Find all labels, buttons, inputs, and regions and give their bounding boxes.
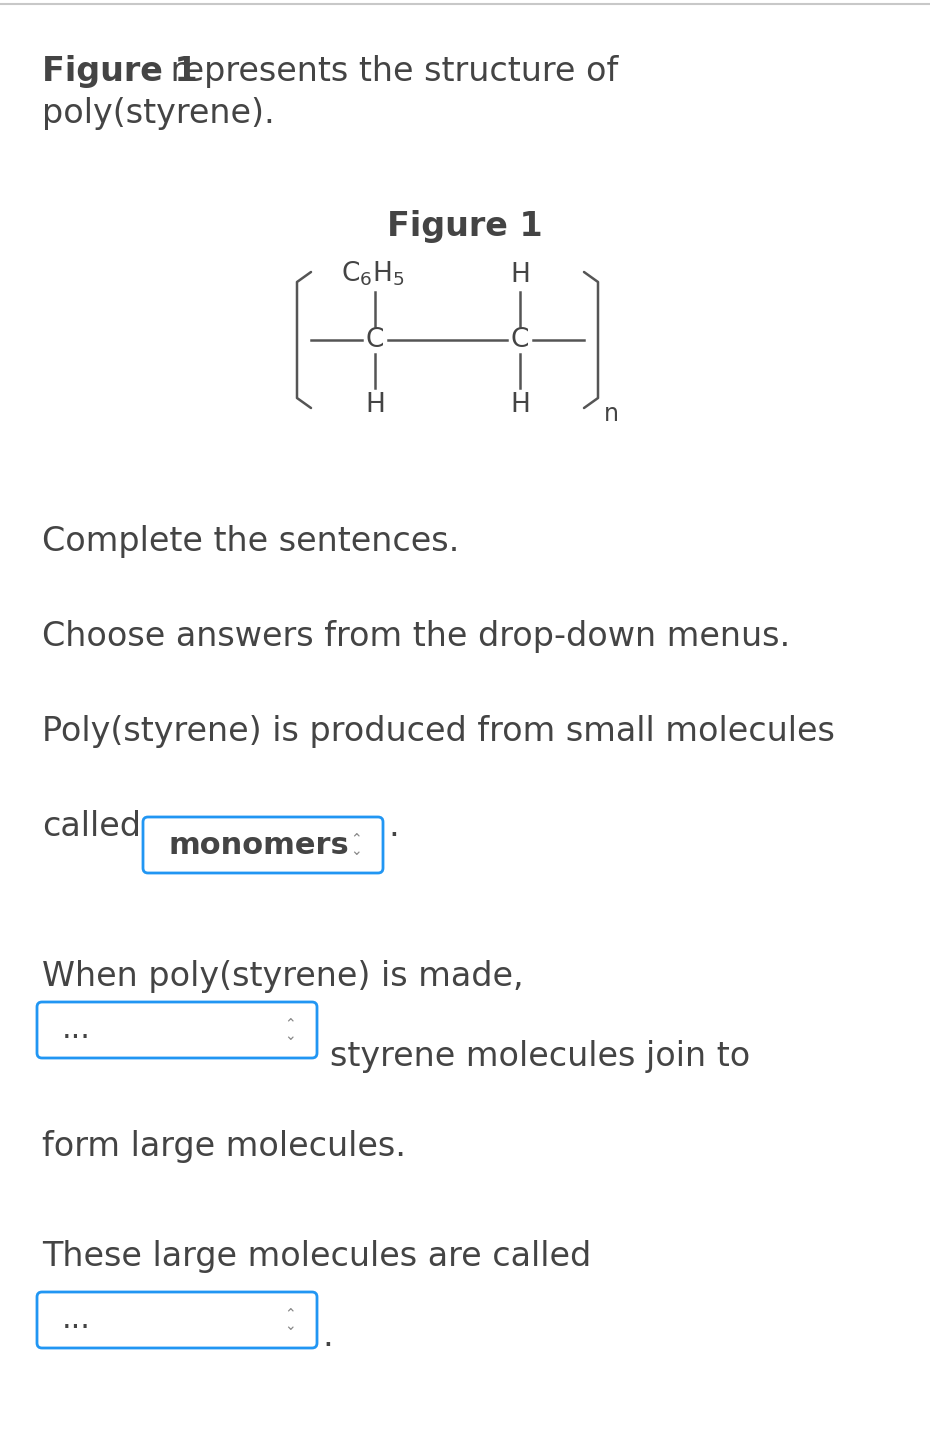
Text: monomers: monomers xyxy=(168,831,349,860)
Text: These large molecules are called: These large molecules are called xyxy=(42,1240,591,1273)
Text: When poly(styrene) is made,: When poly(styrene) is made, xyxy=(42,960,524,992)
Text: C$_6$H$_5$: C$_6$H$_5$ xyxy=(341,259,405,288)
Text: H: H xyxy=(365,391,385,418)
Text: Choose answers from the drop-down menus.: Choose answers from the drop-down menus. xyxy=(42,620,790,653)
FancyBboxPatch shape xyxy=(143,818,383,873)
Text: poly(styrene).: poly(styrene). xyxy=(42,97,274,129)
FancyBboxPatch shape xyxy=(37,1002,317,1058)
Text: Figure 1: Figure 1 xyxy=(42,55,197,87)
Text: Poly(styrene) is produced from small molecules: Poly(styrene) is produced from small mol… xyxy=(42,714,835,748)
Text: H: H xyxy=(510,262,530,288)
Text: .: . xyxy=(388,810,399,842)
Text: Figure 1: Figure 1 xyxy=(387,210,543,243)
Text: H: H xyxy=(510,391,530,418)
Text: ...: ... xyxy=(62,1016,91,1045)
Text: ...: ... xyxy=(62,1305,91,1334)
Text: Complete the sentences.: Complete the sentences. xyxy=(42,525,459,559)
Text: C: C xyxy=(511,327,529,354)
Text: called: called xyxy=(42,810,141,842)
Text: represents the structure of: represents the structure of xyxy=(160,55,618,87)
FancyBboxPatch shape xyxy=(37,1292,317,1347)
Text: ⌃
⌄: ⌃ ⌄ xyxy=(285,1017,296,1043)
Text: .: . xyxy=(322,1320,333,1353)
Text: n: n xyxy=(604,402,619,426)
Text: ⌃
⌄: ⌃ ⌄ xyxy=(351,832,362,858)
Text: ⌃
⌄: ⌃ ⌄ xyxy=(285,1307,296,1333)
Text: styrene molecules join to: styrene molecules join to xyxy=(330,1040,751,1072)
Text: form large molecules.: form large molecules. xyxy=(42,1131,406,1163)
Text: C: C xyxy=(365,327,384,354)
